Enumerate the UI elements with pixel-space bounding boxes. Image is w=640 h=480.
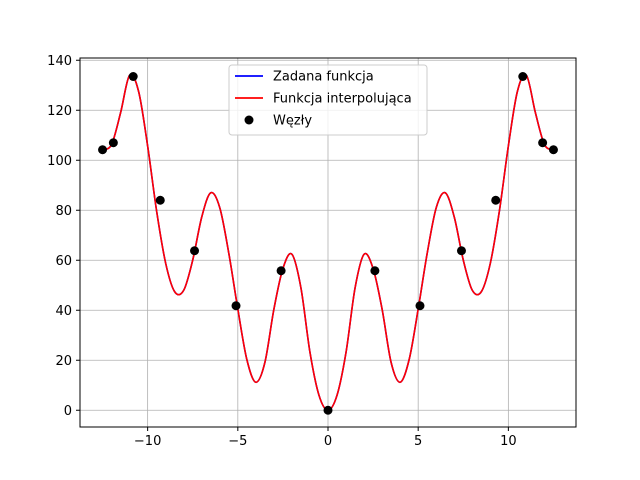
- node-point: [108, 138, 118, 148]
- node-point: [276, 266, 286, 276]
- y-axis: 0 20 40 60 80 100 120 140: [47, 54, 80, 419]
- node-point: [155, 195, 165, 205]
- x-axis: −10 −5 0 5 10: [134, 427, 517, 449]
- node-point: [491, 195, 501, 205]
- node-point: [548, 145, 558, 155]
- legend-label: Funkcja interpolująca: [273, 92, 412, 107]
- legend: Zadana funkcja Funkcja interpolująca Węzły: [228, 64, 428, 136]
- node-point: [98, 145, 108, 155]
- node-point: [518, 72, 528, 81]
- node-point: [415, 301, 425, 311]
- y-tick-label: 140: [47, 54, 72, 69]
- legend-box: [228, 64, 428, 136]
- x-tick-label: 5: [414, 434, 422, 449]
- node-point: [370, 266, 380, 276]
- node-point: [128, 72, 138, 81]
- node-point: [323, 405, 333, 415]
- node-point: [190, 246, 200, 256]
- y-tick-label: 20: [55, 354, 72, 369]
- plot-area: [98, 72, 558, 415]
- x-tick-label: 10: [500, 434, 517, 449]
- legend-label: Węzły: [273, 114, 312, 129]
- y-tick-label: 40: [55, 304, 72, 319]
- node-point: [231, 301, 241, 311]
- y-tick-label: 60: [55, 254, 72, 269]
- node-point: [456, 246, 466, 256]
- x-tick-label: −10: [134, 434, 161, 449]
- y-tick-label: 120: [47, 104, 72, 119]
- legend-label: Zadana funkcja: [273, 70, 374, 85]
- y-tick-label: 100: [47, 154, 72, 169]
- x-tick-label: −5: [228, 434, 247, 449]
- legend-swatch-marker: [244, 115, 254, 125]
- x-tick-label: 0: [324, 434, 332, 449]
- y-tick-label: 80: [55, 204, 72, 219]
- node-point: [538, 138, 548, 148]
- y-tick-label: 0: [64, 404, 72, 419]
